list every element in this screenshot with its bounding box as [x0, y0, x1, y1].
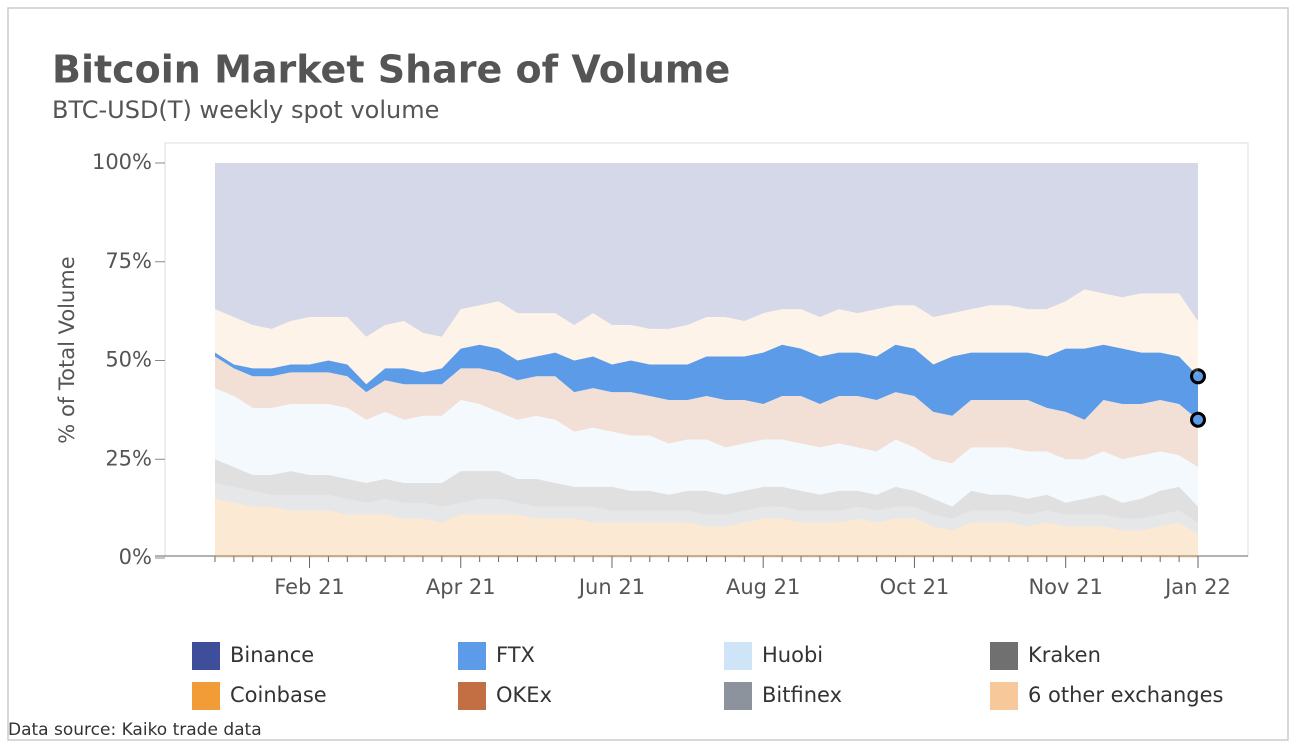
area	[215, 388, 1198, 507]
x-tick-label: Jun 21	[577, 575, 645, 599]
x-tick-label: Aug 21	[726, 575, 800, 599]
legend-label: OKEx	[496, 683, 552, 707]
x-tick-label: Apr 21	[426, 575, 496, 599]
y-tick-label: 100%	[92, 150, 152, 174]
end-marker	[1190, 368, 1206, 385]
x-tick-label: Jan 22	[1163, 575, 1231, 599]
legend-label: FTX	[496, 643, 535, 667]
x-tick-label: Feb 21	[274, 575, 345, 599]
legend-swatch	[724, 682, 752, 710]
area	[215, 163, 1198, 337]
area	[215, 356, 1198, 468]
source-note: Data source: Kaiko trade data	[8, 720, 262, 740]
end-marker	[1190, 411, 1206, 428]
legend-label: 6 other exchanges	[1028, 683, 1224, 707]
chart-subtitle: BTC-USD(T) weekly spot volume	[52, 96, 439, 124]
y-tick-label: 0%	[119, 545, 152, 569]
legend-swatch	[458, 682, 486, 710]
frame	[7, 7, 1289, 741]
area	[215, 498, 1198, 558]
legend-swatch	[458, 642, 486, 670]
area	[215, 459, 1198, 523]
y-tick-label: 50%	[105, 348, 152, 372]
legend-label: Binance	[230, 643, 314, 667]
chart-title: Bitcoin Market Share of Volume	[52, 48, 730, 92]
legend-swatch	[192, 682, 220, 710]
legend-label: Huobi	[762, 643, 823, 667]
x-tick-label: Nov 21	[1028, 575, 1102, 599]
y-tick-label: 25%	[105, 446, 152, 470]
x-tick-label: Oct 21	[880, 575, 950, 599]
legend-label: Kraken	[1028, 643, 1101, 667]
area	[215, 289, 1198, 385]
legend-swatch	[990, 682, 1018, 710]
legend-label: Coinbase	[230, 683, 327, 707]
legend-swatch	[990, 642, 1018, 670]
legend-swatch	[192, 642, 220, 670]
y-axis-title: % of Total Volume	[55, 256, 79, 443]
area	[215, 344, 1198, 420]
legend-swatch	[724, 642, 752, 670]
y-tick-label: 75%	[105, 249, 152, 273]
legend-label: Bitfinex	[762, 683, 842, 707]
area	[215, 482, 1198, 535]
